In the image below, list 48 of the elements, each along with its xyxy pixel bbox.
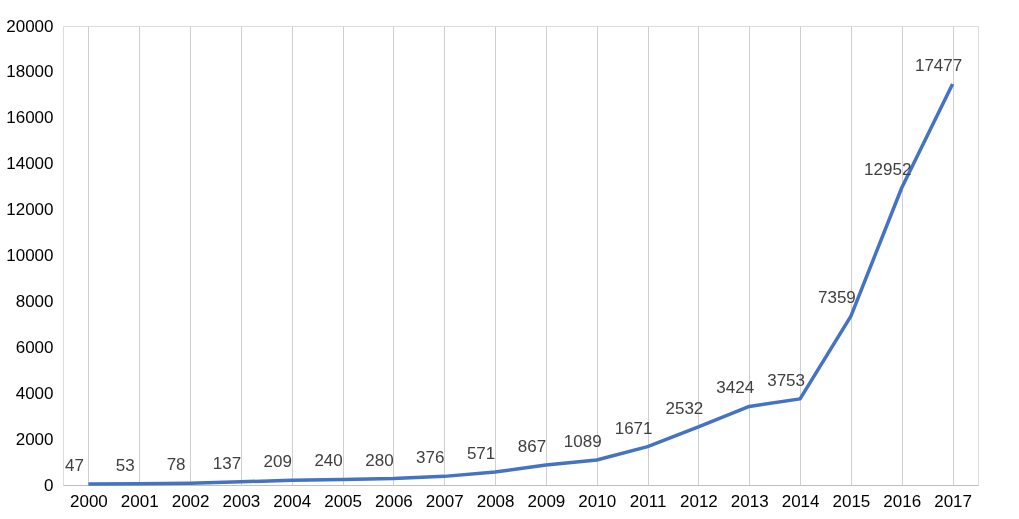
data-label: 3424 — [716, 378, 755, 398]
data-label: 376 — [416, 448, 445, 468]
data-label: 240 — [314, 451, 343, 471]
data-label: 12952 — [864, 159, 912, 179]
x-tick-label: 2004 — [273, 491, 312, 511]
data-label: 571 — [466, 443, 496, 463]
line-series — [86, 82, 955, 486]
x-tick-label: 2015 — [832, 491, 871, 511]
data-label: 53 — [115, 455, 135, 475]
data-label: 47 — [64, 455, 84, 475]
x-tick-label: 2009 — [527, 491, 566, 511]
x-tick-label: 2016 — [883, 491, 922, 511]
data-label: 78 — [166, 455, 186, 475]
x-tick-label: 2000 — [70, 491, 108, 511]
y-tick-label: 0 — [44, 475, 54, 495]
data-label: 17477 — [914, 55, 963, 75]
data-label: 7359 — [818, 288, 856, 308]
x-tick-label: 2008 — [476, 491, 515, 511]
y-tick-label: 4000 — [15, 383, 54, 403]
data-label: 1671 — [614, 418, 653, 438]
x-tick-label: 2014 — [781, 491, 820, 511]
data-label: 3753 — [767, 370, 805, 390]
x-tick-label: 2001 — [120, 491, 159, 511]
data-label: 2532 — [665, 398, 704, 418]
y-tick-label: 2000 — [15, 429, 54, 449]
data-label: 137 — [212, 453, 242, 473]
y-tick-label: 16000 — [6, 108, 54, 128]
y-tick-label: 14000 — [6, 154, 54, 174]
y-tick-label: 6000 — [15, 337, 54, 357]
x-tick-label: 2011 — [629, 491, 667, 511]
y-tick-label: 10000 — [6, 246, 54, 265]
y-tick-label: 20000 — [6, 16, 54, 36]
y-tick-label: 8000 — [15, 291, 54, 311]
x-tick-label: 2013 — [730, 491, 769, 511]
data-label: 209 — [263, 452, 292, 472]
x-tick-label: 2012 — [680, 491, 718, 511]
x-tick-label: 2007 — [425, 491, 464, 511]
x-tick-label: 2002 — [171, 491, 210, 511]
y-tick-label: 18000 — [6, 62, 54, 82]
x-tick-label: 2017 — [934, 491, 972, 511]
x-tick-label: 2003 — [222, 491, 261, 511]
x-tick-label: 2005 — [324, 491, 362, 511]
y-tick-label: 12000 — [6, 200, 54, 220]
x-tick-label: 2010 — [578, 491, 617, 511]
data-label: 1089 — [563, 432, 602, 452]
x-tick-label: 2006 — [375, 491, 413, 511]
data-label: 280 — [365, 450, 394, 470]
data-label: 867 — [517, 437, 547, 457]
